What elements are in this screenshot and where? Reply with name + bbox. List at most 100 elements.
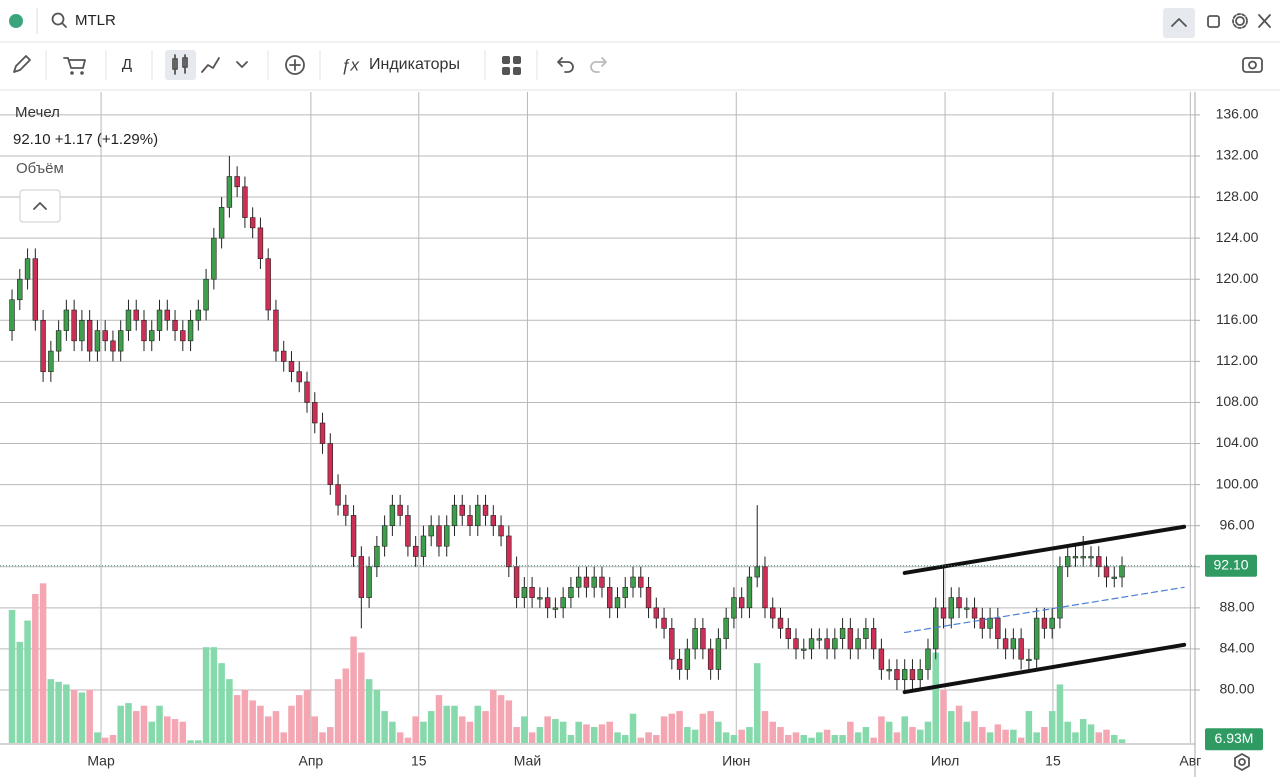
candle-body bbox=[381, 525, 388, 547]
candle-body bbox=[1057, 566, 1063, 619]
volume-bar bbox=[761, 711, 769, 743]
volume-bar bbox=[559, 721, 567, 743]
volume-bar bbox=[117, 705, 124, 743]
volume-bar bbox=[505, 700, 513, 743]
add-button[interactable] bbox=[285, 55, 305, 75]
layout-button[interactable] bbox=[502, 56, 521, 75]
volume-bar bbox=[342, 668, 350, 743]
candle-body bbox=[622, 587, 628, 598]
candle-body bbox=[568, 587, 574, 598]
indicators-button[interactable]: Индикаторы bbox=[369, 56, 460, 73]
candle-body bbox=[1119, 565, 1125, 578]
instrument-name: Мечел bbox=[15, 104, 60, 121]
candle-body bbox=[723, 617, 729, 639]
search-icon[interactable] bbox=[51, 12, 67, 28]
volume-bar bbox=[971, 711, 978, 743]
volume-bar bbox=[350, 636, 357, 743]
candle-body bbox=[467, 515, 473, 526]
candle-body bbox=[218, 207, 225, 239]
volume-bar bbox=[590, 727, 598, 743]
volume-bar bbox=[839, 735, 846, 743]
candle-body bbox=[894, 669, 900, 681]
chart-type-menu[interactable] bbox=[236, 61, 248, 68]
volume-bar bbox=[94, 732, 101, 743]
settings-button[interactable] bbox=[1232, 13, 1248, 29]
volume-bar bbox=[536, 727, 544, 743]
candle-body bbox=[141, 319, 147, 342]
y-tick-label: 116.00 bbox=[1216, 311, 1258, 327]
legend-collapse[interactable] bbox=[19, 189, 61, 223]
volume-bar bbox=[70, 689, 78, 743]
x-tick-label: Июн bbox=[722, 753, 750, 769]
volume-bar bbox=[816, 732, 823, 743]
volume-bar bbox=[47, 679, 55, 743]
candle-body bbox=[793, 638, 799, 650]
volume-bar bbox=[458, 716, 466, 743]
candle-body bbox=[40, 319, 46, 372]
y-tick-label: 124.00 bbox=[1216, 229, 1259, 245]
volume-bar bbox=[55, 681, 62, 743]
candle-body bbox=[948, 597, 954, 619]
candle-body bbox=[296, 371, 302, 383]
volume-bar bbox=[606, 721, 613, 743]
candle-body bbox=[971, 607, 978, 619]
volume-bar bbox=[373, 689, 381, 743]
close-button[interactable] bbox=[1258, 14, 1271, 28]
volume-bar bbox=[784, 735, 792, 743]
candle-body bbox=[335, 484, 341, 506]
volume-bar bbox=[490, 689, 497, 743]
volume-bar bbox=[1041, 727, 1048, 743]
candle-body bbox=[770, 607, 776, 619]
candle-body bbox=[249, 217, 256, 229]
overlay-layer bbox=[0, 524, 1195, 695]
candle-body bbox=[715, 638, 722, 670]
y-tick-label: 80.00 bbox=[1219, 681, 1254, 697]
candle-body bbox=[234, 176, 240, 188]
volume-bar bbox=[63, 684, 70, 743]
candle-body bbox=[684, 648, 691, 670]
window-button[interactable] bbox=[1207, 15, 1220, 28]
undo-button[interactable] bbox=[557, 57, 574, 73]
interval-button[interactable]: Д bbox=[122, 56, 132, 73]
volume-bar bbox=[466, 721, 474, 743]
candle-body bbox=[1018, 638, 1024, 660]
symbol[interactable]: MTLR bbox=[75, 12, 116, 29]
volume-bar bbox=[241, 689, 249, 743]
collapse-button[interactable] bbox=[1163, 8, 1195, 38]
x-tick-label: 15 bbox=[411, 753, 427, 769]
candle-body bbox=[1002, 638, 1009, 650]
redo-button[interactable] bbox=[590, 57, 607, 73]
candle-body bbox=[909, 669, 916, 681]
screenshot-button[interactable] bbox=[1242, 57, 1263, 73]
y-tick-label: 136.00 bbox=[1216, 106, 1259, 122]
volume-bar bbox=[676, 711, 683, 743]
volume-bar bbox=[932, 652, 940, 743]
cart-button[interactable] bbox=[63, 57, 86, 75]
candle-body bbox=[187, 319, 194, 342]
volume-bar bbox=[955, 705, 963, 743]
axis-settings[interactable] bbox=[1234, 753, 1250, 771]
x-tick-label: Май bbox=[514, 753, 541, 769]
y-tick-label: 96.00 bbox=[1219, 516, 1254, 532]
candle-body bbox=[366, 566, 372, 598]
candle-body bbox=[79, 319, 85, 342]
volume-bar bbox=[513, 727, 520, 743]
draw-tool[interactable] bbox=[13, 55, 31, 73]
volume-bar bbox=[86, 689, 93, 743]
volume-bar bbox=[684, 727, 691, 743]
volume-bar bbox=[1064, 721, 1071, 743]
candle-body bbox=[847, 628, 854, 650]
volume-bar bbox=[218, 663, 225, 743]
volume-bar bbox=[78, 692, 86, 743]
candle-body bbox=[17, 278, 23, 301]
last-price-box bbox=[1205, 554, 1257, 577]
candle-body bbox=[544, 597, 551, 609]
candles-button[interactable] bbox=[165, 50, 196, 80]
candle-body bbox=[24, 258, 31, 280]
volume-bar bbox=[614, 732, 621, 743]
candle-body bbox=[420, 535, 427, 557]
candle-body bbox=[281, 350, 287, 362]
line-chart-button[interactable] bbox=[201, 57, 220, 73]
candle-body bbox=[203, 278, 209, 311]
candle-body bbox=[855, 638, 861, 650]
